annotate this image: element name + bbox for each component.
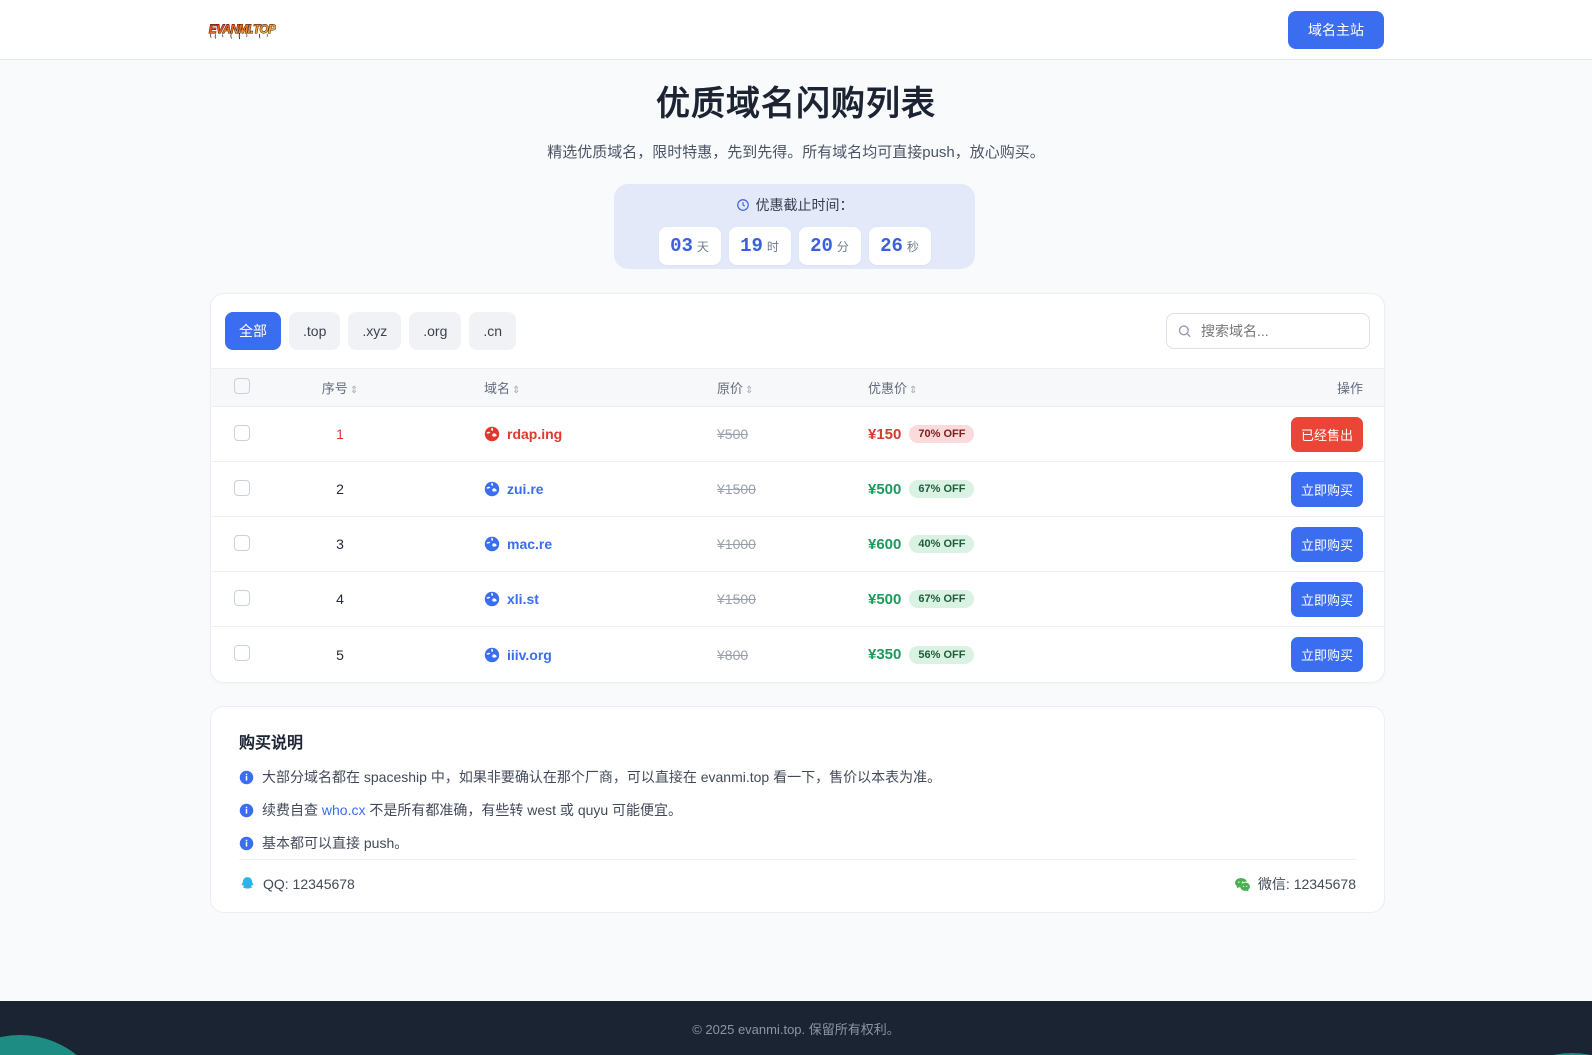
svg-text:EVANMI.TOP: EVANMI.TOP	[209, 22, 276, 36]
